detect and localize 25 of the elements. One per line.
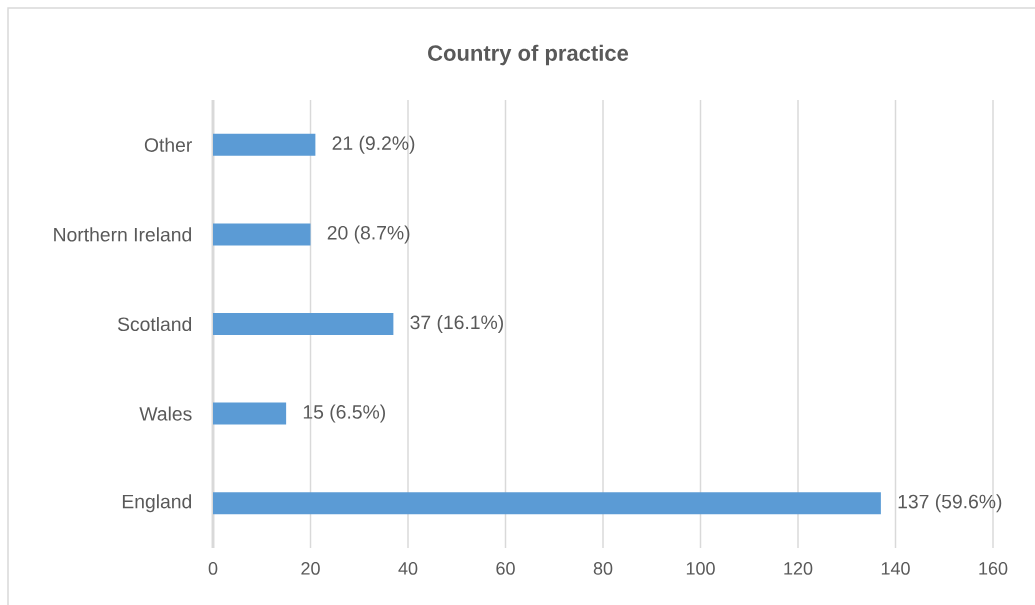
- x-tick-label: 60: [496, 562, 515, 575]
- y-tick-label: Northern Ireland: [54, 227, 192, 242]
- y-tick-label: England: [122, 494, 192, 513]
- bar: [213, 223, 311, 246]
- x-tick-label: 0: [208, 562, 218, 575]
- x-tick-label: 40: [398, 562, 418, 575]
- chart-title: Country of practice: [428, 44, 629, 66]
- x-tick-label: 160: [979, 562, 1008, 575]
- x-tick-label: 140: [881, 562, 910, 575]
- x-tick-label: 80: [593, 562, 613, 575]
- data-label: 15 (6.5%): [303, 404, 385, 423]
- data-label: 37 (16.1%): [410, 314, 503, 334]
- x-tick-label: 100: [686, 562, 715, 575]
- y-tick-label: Wales: [139, 406, 192, 421]
- x-tick-label: 120: [784, 562, 813, 575]
- bar: [213, 133, 316, 156]
- bar: [213, 492, 881, 515]
- data-label: 137 (59.6%): [898, 494, 1002, 513]
- data-label: 21 (9.2%): [332, 135, 415, 154]
- y-tick-label: Scotland: [117, 316, 192, 332]
- x-tick-label: 20: [301, 562, 320, 575]
- data-label: 20 (8.7%): [327, 225, 410, 244]
- bar: [213, 402, 287, 425]
- bar: [213, 312, 394, 335]
- y-tick-label: Other: [144, 137, 192, 152]
